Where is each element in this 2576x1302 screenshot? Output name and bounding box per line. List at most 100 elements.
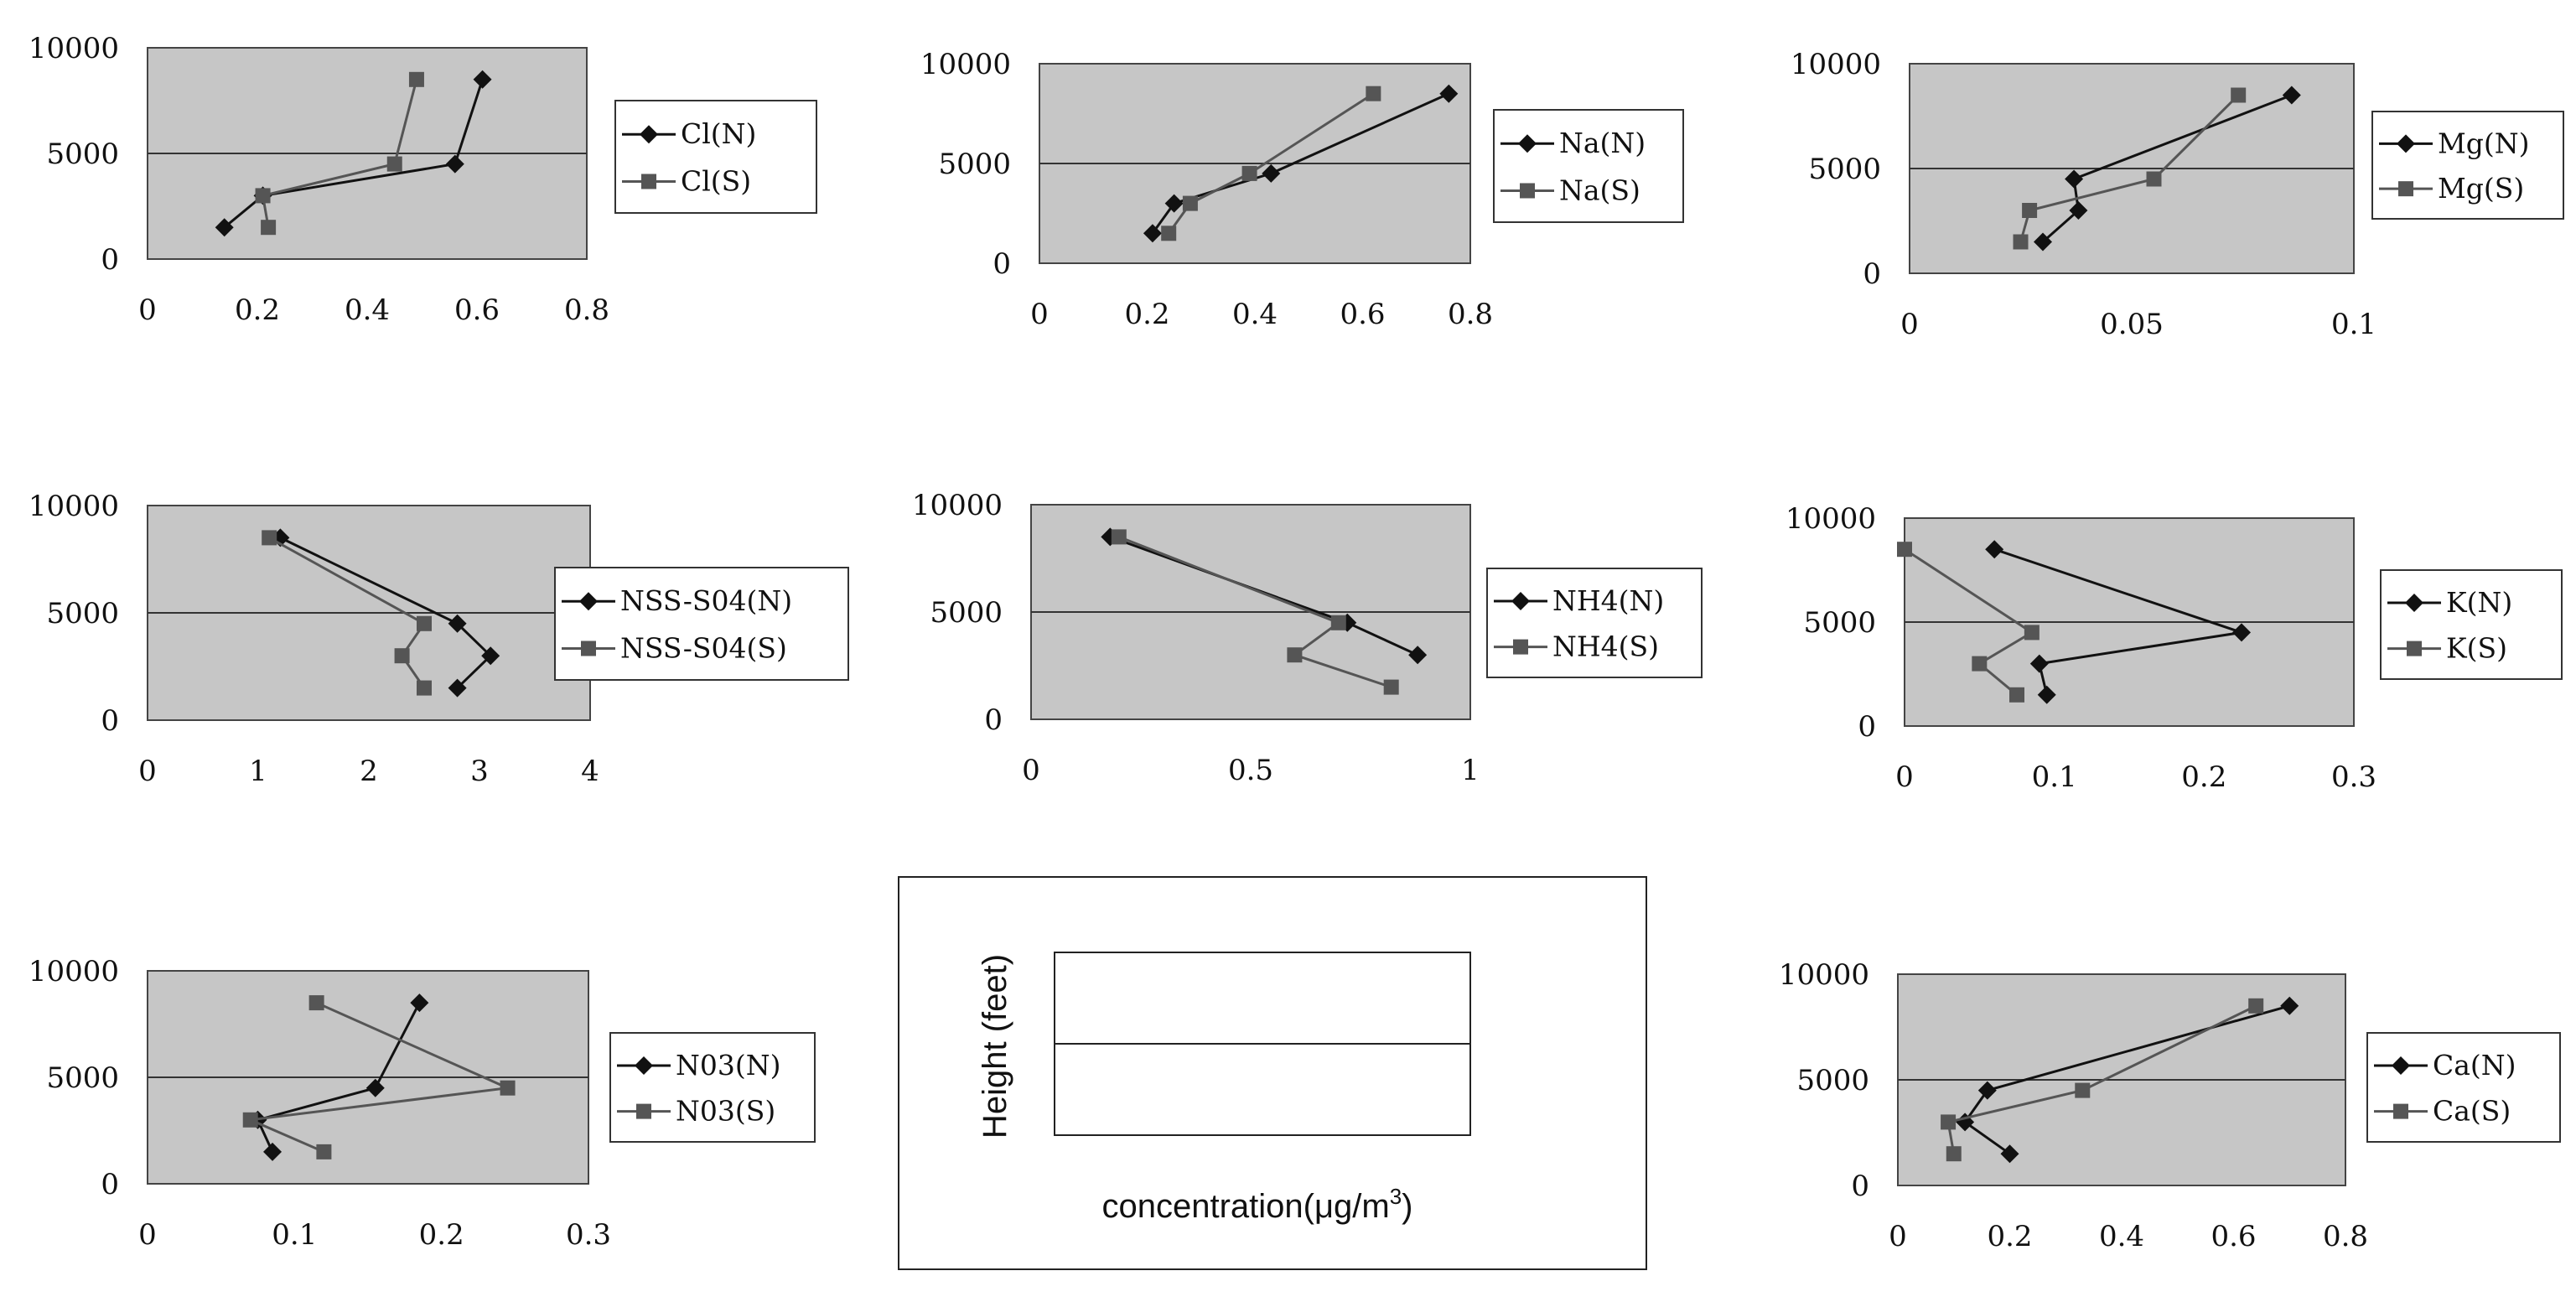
data-point (242, 1112, 258, 1128)
axis-key-ylabel: Height (feet) (977, 954, 1013, 1139)
y-tick-label: 0 (101, 704, 119, 738)
y-tick-label: 5000 (930, 596, 1003, 630)
data-point (2231, 87, 2247, 103)
data-point (473, 70, 492, 89)
y-tick-label: 0 (1863, 257, 1881, 291)
data-point (1977, 1081, 1997, 1100)
chart-panel: 0 5000 10000 0 0.5 1 NH4(N) NH4(S) (912, 489, 1703, 787)
x-tick-label: 0.6 (1340, 298, 1385, 331)
y-tick-label: 10000 (920, 48, 1011, 81)
data-point (1897, 542, 1912, 558)
data-point (2034, 232, 2052, 252)
data-point (255, 188, 271, 204)
legend-box (614, 100, 817, 214)
series-line (256, 1002, 421, 1153)
legend-label: Cl(S) (681, 164, 751, 197)
chart-panel: 0 5000 10000 0 1 2 3 4 NSS-S04(N) NSS-S04(S) (29, 490, 849, 788)
x-tick-label: 0 (138, 755, 157, 788)
data-point (215, 218, 234, 237)
axis-key-xlabel-unit: g/m (1334, 1188, 1390, 1225)
series-line (1118, 536, 1392, 689)
data-point (1287, 647, 1303, 663)
x-tick-label: 0 (138, 293, 157, 327)
data-point (2037, 685, 2056, 704)
data-point (1972, 656, 1988, 672)
data-point (2024, 625, 2040, 641)
data-point (1946, 1146, 1962, 1162)
x-tick-label: 0.2 (1124, 298, 1169, 331)
series-line (1946, 1004, 2257, 1154)
x-tick-label: 0 (1895, 760, 1914, 794)
legend-box (1493, 109, 1684, 223)
legend-box (2380, 569, 2563, 680)
legend-swatch-marker (1511, 592, 1530, 610)
y-tick-label: 10000 (1786, 502, 1876, 536)
legend-box (2371, 111, 2564, 220)
legend-swatch-marker (2393, 1103, 2408, 1119)
y-tick-label: 10000 (1779, 958, 1869, 992)
legend-label: Ca(N) (2433, 1049, 2516, 1082)
x-tick-label: 0.8 (2323, 1220, 2368, 1253)
data-point (365, 1078, 385, 1097)
data-point (2069, 201, 2088, 220)
x-tick-label: 0.2 (419, 1218, 464, 1252)
legend-label: Mg(S) (2438, 172, 2524, 205)
data-point (263, 1142, 282, 1161)
chart-panel: 0 5000 10000 0 0.2 0.4 0.6 0.8 Na(N) Na(S) (920, 48, 1684, 331)
chart-panel: 0 5000 10000 0 0.2 0.4 0.6 0.8 Cl(N) Cl(S) (29, 32, 817, 327)
legend-label: K(S) (2446, 632, 2507, 665)
y-tick-label: 0 (101, 1168, 119, 1201)
axis-key-xlabel-text: concentration( (1101, 1188, 1314, 1225)
y-tick-label: 0 (993, 247, 1011, 281)
data-point (261, 220, 277, 236)
y-tick-label: 0 (984, 703, 1003, 737)
y-tick-label: 0 (1858, 710, 1876, 744)
data-point (445, 154, 464, 174)
legend-swatch-marker (636, 1103, 651, 1119)
legend-label: N03(N) (676, 1049, 781, 1082)
series-line (1963, 1004, 2290, 1155)
y-tick-label: 10000 (1791, 48, 1881, 81)
data-point (316, 1144, 332, 1159)
x-tick-label: 0.3 (2331, 760, 2376, 794)
data-point (308, 995, 324, 1011)
x-tick-label: 0.4 (345, 293, 390, 327)
axis-key: Height (feet) concentration(μg/m3) (898, 876, 1647, 1270)
data-point (410, 993, 429, 1013)
data-point (2232, 623, 2251, 642)
axis-key-xlabel-close: ) (1402, 1188, 1412, 1225)
x-tick-label: 0.05 (2100, 308, 2164, 341)
data-point (2282, 86, 2301, 105)
x-tick-label: 0.8 (564, 293, 609, 327)
series-line (223, 79, 484, 229)
axis-key-xlabel-exp: 3 (1390, 1184, 1402, 1209)
data-point (2000, 1144, 2019, 1164)
data-point (1241, 165, 1257, 181)
series-line (1167, 92, 1375, 235)
y-tick-label: 5000 (46, 137, 119, 171)
legend-label: NH4(N) (1552, 584, 1664, 617)
x-tick-label: 0 (1889, 1220, 1907, 1253)
data-point (1439, 84, 1459, 103)
y-tick-label: 0 (1851, 1170, 1869, 1203)
data-point (2065, 169, 2084, 189)
chart-panel: 0 5000 10000 0 0.05 0.1 Mg(N) Mg(S) (1791, 48, 2564, 341)
x-tick-label: 0.2 (2181, 760, 2226, 794)
x-tick-label: 0.2 (235, 293, 280, 327)
legend-label: K(N) (2446, 586, 2512, 619)
data-point (1330, 615, 1346, 630)
data-point (448, 614, 467, 633)
data-point (2248, 998, 2264, 1014)
data-point (408, 71, 424, 87)
data-point (2075, 1082, 2091, 1098)
x-tick-label: 0.8 (1448, 298, 1493, 331)
x-tick-label: 0.6 (2211, 1220, 2256, 1253)
data-point (1366, 86, 1381, 101)
legend-swatch-marker (2405, 594, 2423, 612)
x-tick-label: 1 (1461, 754, 1480, 787)
axis-key-xlabel: concentration(μg/m3) (1101, 1184, 1412, 1225)
legend-label: NH4(S) (1552, 630, 1659, 663)
legend-label: Na(S) (1559, 174, 1640, 206)
legend-box (2366, 1032, 2561, 1143)
